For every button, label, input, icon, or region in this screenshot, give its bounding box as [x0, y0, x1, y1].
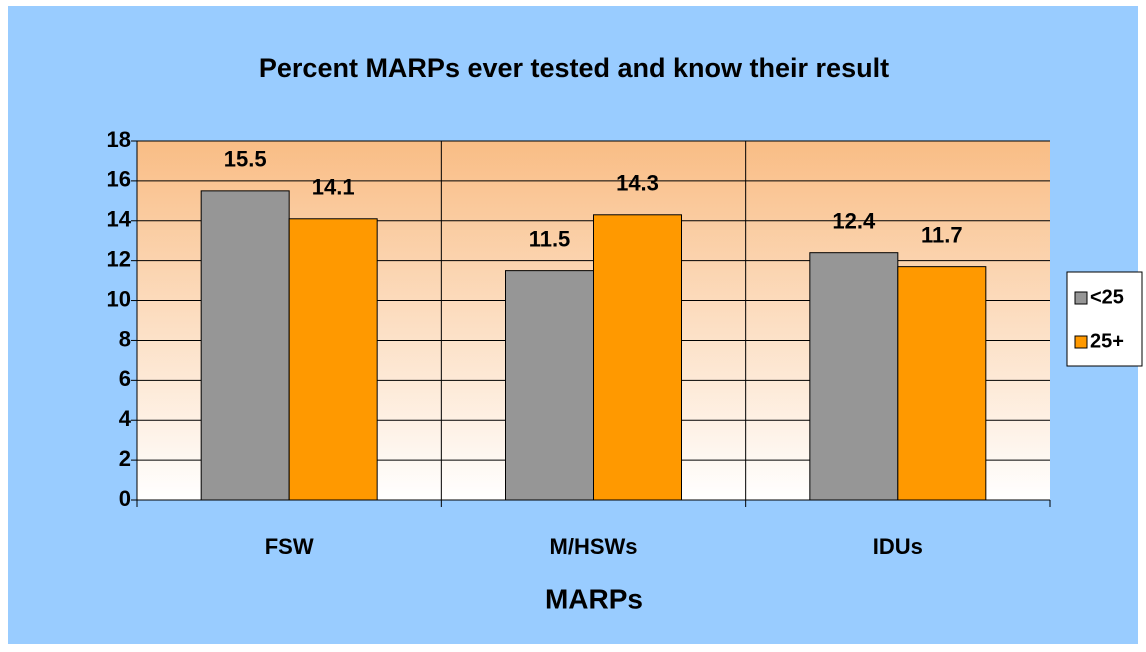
x-tick-label: M/HSWs — [550, 534, 638, 559]
value-label: 11.5 — [529, 226, 571, 251]
y-tick-label: 2 — [119, 446, 131, 471]
legend-box — [1066, 271, 1143, 367]
value-label: 14.3 — [616, 171, 659, 196]
bar — [897, 266, 987, 501]
legend-label: <25 — [1090, 286, 1124, 308]
legend-label: 25+ — [1090, 330, 1124, 352]
y-tick-label: 10 — [107, 286, 131, 311]
legend-swatch — [1074, 335, 1088, 349]
x-tick-label: FSW — [265, 534, 314, 559]
bar — [200, 190, 290, 501]
y-tick-label: 14 — [107, 207, 132, 232]
x-tick-label: IDUs — [873, 534, 923, 559]
bar — [288, 218, 378, 501]
legend-swatch — [1074, 291, 1088, 305]
bar — [505, 270, 594, 501]
y-tick-label: 18 — [107, 127, 131, 152]
x-axis-title: MARPs — [545, 583, 643, 614]
value-label: 12.4 — [832, 209, 876, 234]
value-label: 11.7 — [921, 222, 963, 247]
y-tick-label: 8 — [119, 326, 131, 351]
value-label: 15.5 — [224, 147, 267, 172]
bar — [593, 214, 682, 501]
chart-title: Percent MARPs ever tested and know their… — [259, 53, 889, 83]
y-tick-label: 4 — [119, 406, 132, 431]
y-tick-label: 6 — [119, 366, 131, 391]
y-tick-label: 12 — [107, 246, 131, 271]
value-label: 14.1 — [312, 175, 355, 200]
y-tick-label: 0 — [119, 486, 131, 511]
y-tick-label: 16 — [107, 167, 131, 192]
bar — [809, 252, 899, 501]
